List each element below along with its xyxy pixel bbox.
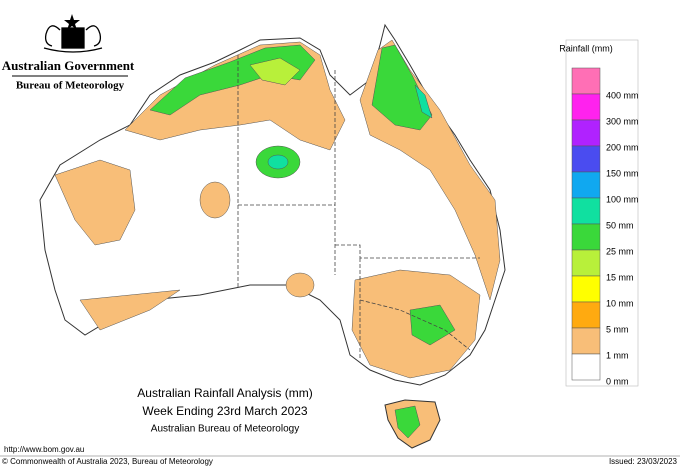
legend-swatch [571,145,601,173]
legend: 400 mm 300 mm 200 mm 150 mm 100 mm 50 mm 25 mm… [565,39,639,386]
legend-label: 150 mm [606,168,639,178]
agency-name: Bureau of Meteorology [16,80,125,92]
map-period: Week Ending 23rd March 2023 [142,404,308,418]
legend-swatch [571,353,601,381]
government-name: Australian Government [2,58,135,73]
legend-swatch [571,171,601,199]
legend-swatch [571,223,601,251]
website: http://www.bom.gov.au [4,445,84,454]
map-title: Australian Rainfall Analysis (mm) [137,386,312,400]
legend-label: 100 mm [606,194,639,204]
legend-swatch [571,249,601,277]
legend-swatch [571,197,601,225]
legend-label: 10 mm [606,298,634,308]
issued-date: Issued: 23/03/2023 [609,457,678,466]
legend-swatch [571,119,601,147]
legend-label: 1 mm [606,350,629,360]
legend-label: 5 mm [606,324,629,334]
legend-label: 200 mm [606,142,639,152]
tasmania-rain [394,405,421,439]
legend-label: 15 mm [606,272,634,282]
legend-swatch [571,93,601,121]
legend-label: 300 mm [606,116,639,126]
legend-swatch [571,275,601,303]
map-source: Australian Bureau of Meteorology [151,424,299,435]
legend-swatch [571,327,601,355]
copyright: © Commonwealth of Australia 2023, Bureau… [2,457,213,466]
legend-swatch [571,67,601,95]
legend-swatch [571,301,601,329]
rain-areas [54,39,501,379]
state-borders [237,55,480,358]
coat-of-arms [43,14,103,53]
legend-label: 25 mm [606,246,634,256]
legend-label: 50 mm [606,220,634,230]
legend-label: 400 mm [606,90,639,100]
legend-label: 0 mm [606,376,629,386]
legend-title: Rainfall (mm) [559,43,613,53]
